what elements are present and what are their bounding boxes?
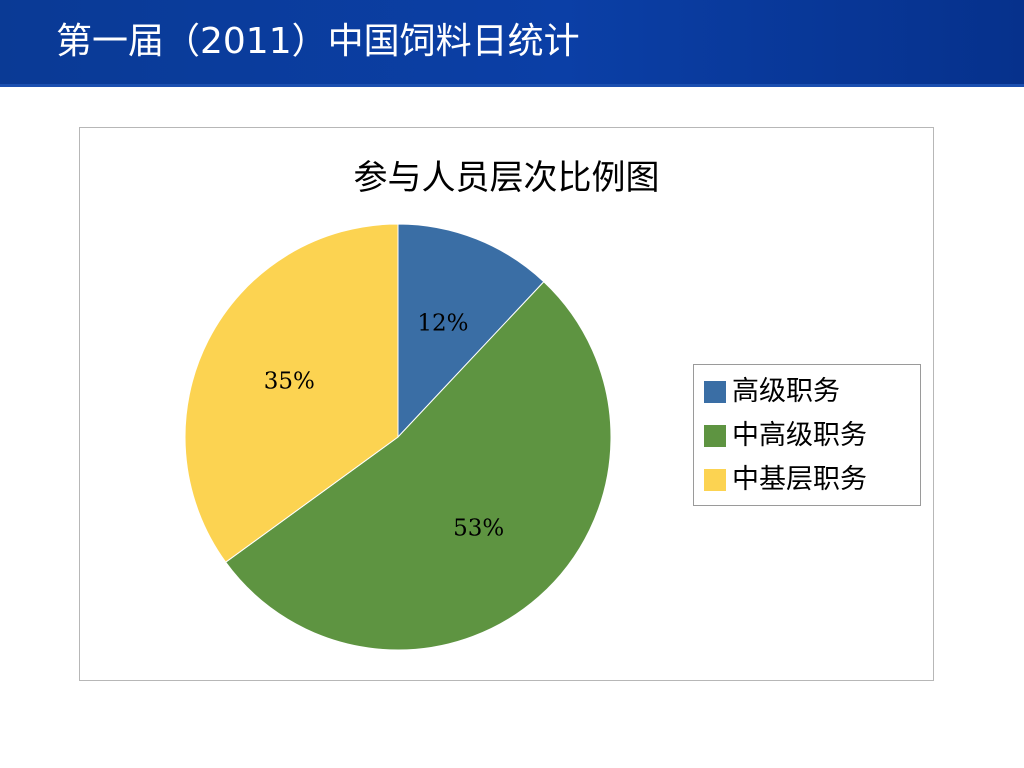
data-label-mid-senior: 53% (453, 516, 504, 542)
data-label-senior: 12% (417, 311, 468, 337)
legend-item-mid-junior: 中基层职务 (694, 458, 920, 502)
slide-title: 第一届（2011）中国饲料日统计 (56, 21, 580, 62)
legend-label: 高级职务 (732, 376, 840, 407)
chart-title: 参与人员层次比例图 (353, 158, 660, 198)
legend-item-senior: 高级职务 (694, 370, 920, 414)
legend-swatch (704, 381, 726, 403)
chart-legend: 高级职务中高级职务中基层职务 (693, 364, 921, 506)
pie-slice-mid-junior (184, 223, 399, 563)
legend-label: 中基层职务 (732, 464, 867, 495)
title-bar (0, 0, 1024, 84)
legend-item-mid-senior: 中高级职务 (694, 414, 920, 458)
legend-swatch (704, 425, 726, 447)
legend-label: 中高级职务 (732, 420, 867, 451)
pie-chart: 12% 53% 35% (184, 223, 612, 651)
pie-slice-mid-senior (224, 281, 612, 651)
data-label-mid-junior: 35% (264, 369, 315, 395)
title-bar-divider (0, 84, 1024, 87)
pie-slice-senior (397, 223, 545, 439)
legend-swatch (704, 469, 726, 491)
chart-area: 参与人员层次比例图 12% 53% 35% 高级职务中高级职务中基层职务 (79, 127, 934, 681)
